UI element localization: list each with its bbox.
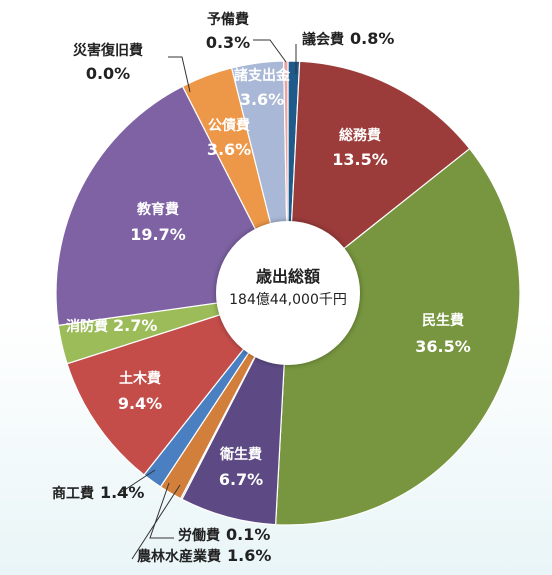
center-hole (216, 221, 360, 365)
slice-label-text: 労働費 0.1% (178, 525, 270, 544)
slice-labels: 議会費 0.8% 総務費 13.5% 民生費 36.5% 衛生費 6.7% 労働費 0.1% 農林水… (52, 11, 471, 565)
slice-percent: 0.3% (206, 33, 250, 52)
leader-lines (116, 39, 297, 560)
slice-label-2: 総務費 13.5% (332, 127, 388, 169)
slice-name: 衛生費 (219, 446, 262, 463)
slice-percent: 0.8% (350, 29, 394, 48)
slice-percent: 1.4% (100, 483, 144, 502)
slice-name: 民生費 (422, 312, 464, 329)
slice-name-inline: 消防費 2.7% (66, 316, 157, 335)
slice-percent: 13.5% (332, 150, 388, 169)
slice-label-14: 予備費 0.3% (206, 11, 250, 52)
pie-slice-2 (287, 60, 471, 295)
slice-name: 災害復旧費 (73, 42, 143, 59)
slice-label-5: 労働費 0.1% (178, 525, 270, 544)
slice-percent: 6.7% (219, 470, 263, 489)
slice-label-8: 土木費 9.4% (118, 370, 162, 413)
slice-percent: 36.5% (415, 337, 471, 356)
slice-label-6: 農林水産業費 1.6% (137, 546, 271, 565)
slice-label-10: 教育費 19.7% (130, 201, 186, 244)
slice-label-1: 議会費 0.8% (302, 29, 394, 48)
slice-label-11: 災害復旧費 0.0% (73, 42, 143, 83)
slice-label-12: 公債費 3.6% (207, 117, 251, 159)
slice-percent: 2.7% (113, 316, 157, 335)
leader-line-5 (149, 482, 174, 539)
slice-name: 農林水産業費 (137, 548, 221, 565)
slice-label-text: 農林水産業費 1.6% (137, 546, 271, 565)
slice-label-13: 諸支出金 3.6% (234, 67, 291, 109)
slice-name: 予備費 (207, 11, 249, 28)
slice-label-3: 民生費 36.5% (415, 312, 471, 356)
slice-name: 労働費 (178, 527, 220, 544)
slice-percent: 19.7% (130, 225, 186, 244)
slice-label-4: 衛生費 6.7% (219, 446, 263, 489)
slice-label-text: 議会費 0.8% (302, 29, 394, 48)
leader-line-6 (131, 484, 181, 560)
slice-name: 議会費 (302, 31, 344, 48)
slice-label-7: 商工費 1.4% (52, 483, 144, 502)
slice-percent: 3.6% (240, 90, 284, 109)
slice-percent: 0.1% (226, 525, 270, 544)
center-title: 歳出総額 (256, 267, 320, 286)
slice-name: 公債費 (208, 117, 250, 134)
slice-name: 土木費 (119, 370, 161, 387)
slice-percent: 3.6% (207, 140, 251, 159)
slice-name: 商工費 (52, 485, 94, 502)
pie-slice-3 (274, 147, 521, 526)
slice-name: 教育費 (137, 201, 179, 218)
leader-line-14 (253, 39, 287, 63)
center-total: 184億44,000千円 (229, 292, 347, 308)
slice-label-text: 商工費 1.4% (52, 483, 144, 502)
slice-percent: 9.4% (118, 394, 162, 413)
slice-percent: 1.6% (227, 546, 271, 565)
leader-line-11 (168, 56, 191, 93)
slice-percent: 0.0% (86, 64, 130, 83)
slice-label-9: 消防費 2.7% (66, 316, 157, 335)
leader-line-7 (116, 469, 156, 496)
slice-name: 諸支出金 (234, 67, 291, 84)
slice-name: 総務費 (339, 127, 381, 144)
slice-name: 消防費 (66, 318, 108, 335)
